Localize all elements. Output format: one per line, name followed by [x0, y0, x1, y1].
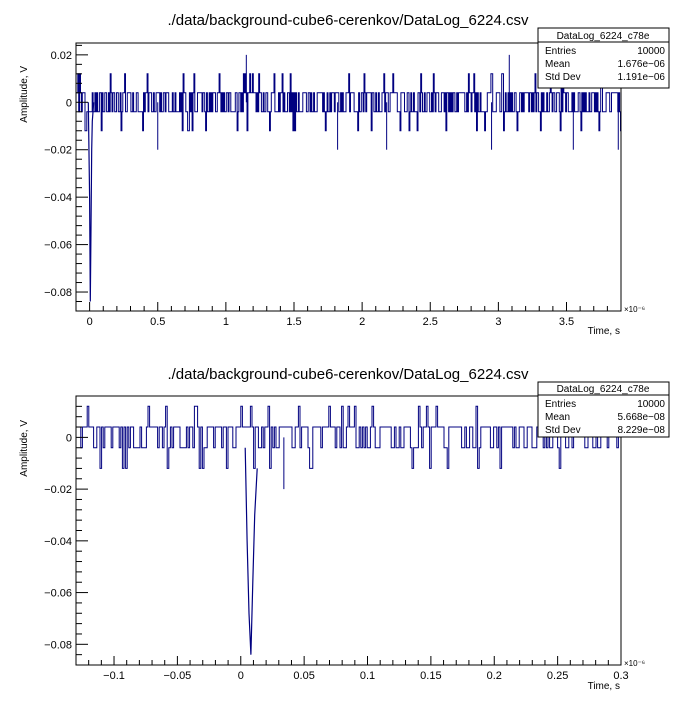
panel-2-stats-box: DataLog_6224_c78e Entries 10000 Mean 5.6… [537, 381, 670, 438]
panel-1-stats-stddev-label: Std Dev [545, 72, 581, 83]
panel-1-x-axis-label: Time, s [588, 326, 620, 337]
panel-2: ./data/background-cube6-cerenkov/DataLog… [19, 366, 670, 692]
panel-2-x-tick-label: 0.15 [420, 670, 441, 682]
panel-1-y-tick-label: 0 [66, 97, 72, 109]
panel-1-x-tick-label: 1.5 [286, 316, 301, 328]
panel-1-x-tick-label: 0 [87, 316, 93, 328]
panel-2-x-tick-label: 0.25 [547, 670, 568, 682]
panel-2-y-tick-label: −0.02 [44, 484, 72, 496]
panel-1-y-tick-label: −0.02 [44, 145, 72, 157]
panel-1-y-tick-label: −0.08 [44, 287, 72, 299]
panel-2-y-tick-label: −0.08 [44, 639, 72, 651]
panel-2-y-tick-label: −0.06 [44, 588, 72, 600]
panel-2-stats-entries-value: 10000 [637, 399, 665, 410]
panel-2-stats-mean-label: Mean [545, 412, 570, 423]
panel-1-stats-entries-label: Entries [545, 46, 576, 57]
panel-1-stats-name: DataLog_6224_c78e [557, 31, 650, 42]
panel-2-x-tick-label: −0.05 [163, 670, 191, 682]
panel-1-stats-box: DataLog_6224_c78e Entries 10000 Mean 1.6… [537, 27, 670, 89]
panel-1-stats-entries-value: 10000 [637, 46, 665, 57]
panel-2-stats-stddev-label: Std Dev [545, 425, 581, 436]
panel-2-x-exponent: ×10⁻⁶ [624, 659, 645, 668]
panel-1-x-tick-label: 1 [223, 316, 229, 328]
panel-2-title: ./data/background-cube6-cerenkov/DataLog… [167, 366, 529, 383]
panel-1: ./data/background-cube6-cerenkov/DataLog… [19, 12, 670, 337]
panel-1-baseline-trace [76, 73, 622, 132]
panel-2-y-axis-label: Amplitude, V [19, 420, 30, 477]
panel-2-stats-entries-label: Entries [545, 399, 576, 410]
panel-1-y-axis-label: Amplitude, V [19, 66, 30, 123]
panel-1-plot-area: 0 0.5 1 1.5 2 2.5 3 3.5 0.02 0 −0.02 −0.04 −0.06 −0.0… [44, 42, 622, 328]
panel-1-y-tick-label: −0.04 [44, 192, 72, 204]
panel-2-pulse-trace [244, 447, 258, 655]
panel-1-x-tick-label: 2.5 [423, 316, 438, 328]
panel-2-x-tick-label: 0.3 [613, 670, 628, 682]
panel-2-x-tick-label: 0 [238, 670, 244, 682]
panel-2-stats-name: DataLog_6224_c78e [557, 384, 650, 395]
panel-2-x-tick-label: 0.2 [487, 670, 502, 682]
panel-1-stats-mean-value: 1.676e−06 [617, 59, 665, 70]
panel-2-plot-area: −0.1 −0.05 0 0.05 0.1 0.15 0.2 0.25 0.3 0 −0.02 −0.… [44, 395, 629, 682]
panel-2-y-tick-label: 0 [66, 432, 72, 444]
panel-1-x-tick-label: 2 [359, 316, 365, 328]
panel-2-baseline-trace [76, 405, 621, 469]
panel-1-x-exponent: ×10⁻⁶ [624, 305, 645, 314]
panel-2-x-axis-label: Time, s [588, 681, 620, 692]
panel-1-stats-mean-label: Mean [545, 59, 570, 70]
panel-2-x-tick-label: 0.05 [293, 670, 314, 682]
panel-1-y-tick-label: 0.02 [51, 50, 72, 62]
panel-2-stats-mean-value: 5.668e−08 [617, 412, 665, 423]
panel-2-stats-stddev-value: 8.229e−08 [617, 425, 665, 436]
panel-2-x-tick-label: 0.1 [360, 670, 375, 682]
panel-2-x-tick-label: −0.1 [103, 670, 125, 682]
panel-1-x-tick-label: 0.5 [150, 316, 165, 328]
panel-1-y-tick-label: −0.06 [44, 240, 72, 252]
panel-1-x-tick-label: 3.5 [559, 316, 574, 328]
panel-1-x-tick-label: 3 [495, 316, 501, 328]
panel-2-y-tick-label: −0.04 [44, 536, 72, 548]
panel-1-stats-stddev-value: 1.191e−06 [617, 72, 665, 83]
panel-1-title: ./data/background-cube6-cerenkov/DataLog… [167, 12, 529, 29]
panel-1-pulse-trace [87, 102, 95, 302]
